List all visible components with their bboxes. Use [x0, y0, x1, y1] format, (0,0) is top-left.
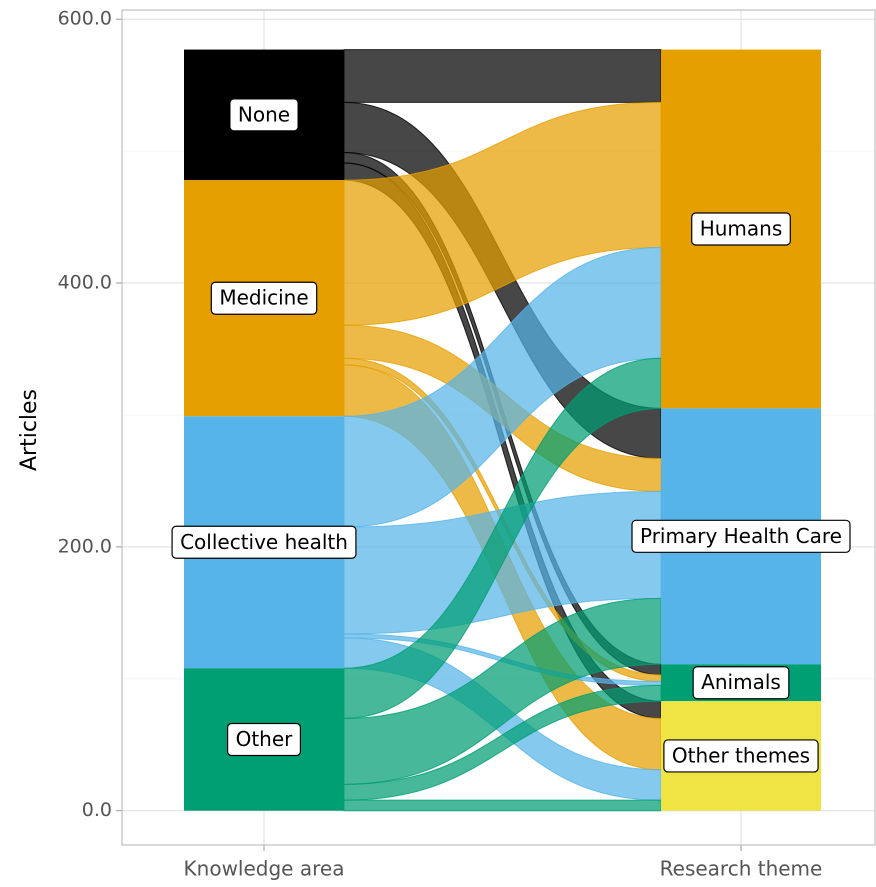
label-box: [229, 98, 299, 132]
stratum-label-text: None: [238, 102, 290, 126]
stratum-label: Primary Health Care: [631, 519, 851, 553]
stratum-label-text: Animals: [701, 670, 781, 694]
x-tick-label: Knowledge area: [184, 857, 345, 881]
flow: [343, 49, 662, 103]
y-tick-label: 200.0: [58, 535, 112, 557]
stratum-label-text: Other themes: [672, 743, 810, 767]
label-box: [663, 739, 819, 773]
y-tick-label: 400.0: [58, 272, 112, 294]
stratum-label: None: [229, 98, 299, 132]
y-axis-label: Articles: [17, 389, 42, 471]
label-box: [171, 525, 357, 559]
stratum-label-text: Collective health: [180, 530, 348, 554]
stratum-label-text: Other: [236, 727, 294, 751]
stratum-label: Other: [227, 722, 301, 757]
stratum-label: Humans: [691, 212, 791, 246]
flow: [343, 799, 662, 812]
stratum-label: Medicine: [210, 281, 318, 315]
panel-border: [121, 9, 876, 846]
stratum-label-text: Primary Health Care: [640, 524, 842, 548]
x-tick-label: Research theme: [660, 857, 823, 881]
label-box: [692, 666, 790, 700]
stratum-label: Animals: [692, 666, 790, 700]
stratum-label: Other themes: [663, 739, 819, 773]
label-box: [691, 212, 791, 246]
stratum-label-text: Humans: [700, 216, 783, 240]
label-box: [227, 722, 301, 757]
stratum-label: Collective health: [171, 525, 357, 559]
label-box: [631, 519, 851, 553]
label-box: [210, 281, 318, 315]
y-tick-label: 600.0: [58, 8, 112, 30]
y-tick-label: 0.0: [82, 799, 112, 821]
stratum-label-text: Medicine: [219, 286, 308, 310]
